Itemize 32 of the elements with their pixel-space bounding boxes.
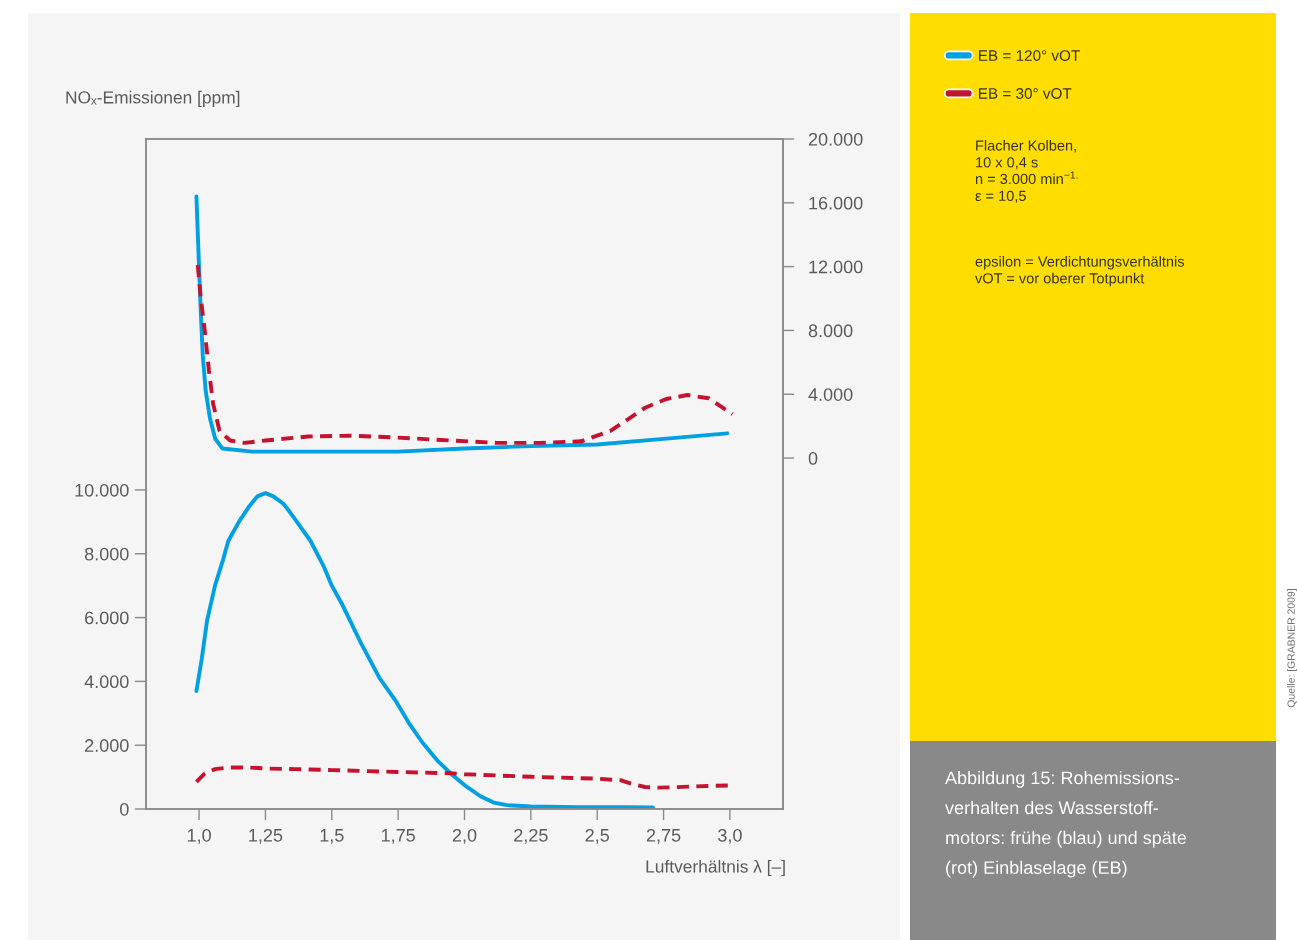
- x-tick-label: 1,25: [249, 828, 283, 844]
- y-tick-label: 0: [120, 802, 129, 816]
- line-series: [194, 194, 730, 454]
- x-tick-label: 2,75: [646, 828, 681, 844]
- y2-tick-label: 12.000: [809, 260, 863, 274]
- y2-tick-label: 20.000: [808, 132, 863, 146]
- x-tick-label: 3,0: [718, 828, 742, 844]
- text: Abbildung 15: Rohemissions- verhalten des Wasserstoff- motors: frühe (blau) und späte (rot) Einblaselage (EB): [945, 771, 1187, 878]
- x-axis-title: Luftverhältnis λ [–]: [646, 859, 785, 877]
- text: Flacher Kolben, 10 x 0,4 s n = 3.000 min$^{−1.}$ ε = 10,5: [975, 140, 1078, 203]
- x-tick-label: 1,0: [187, 828, 211, 844]
- x-tick-label: 2,0: [452, 828, 477, 844]
- y-tick-label: 4.000: [84, 675, 129, 689]
- y-tick-label: 10.000: [75, 483, 129, 497]
- x-tick-label: 1,5: [320, 829, 344, 844]
- legend-label: EB = 30° vOT: [979, 88, 1072, 99]
- x-tick-label: 2,5: [585, 828, 609, 844]
- line-series: [195, 263, 735, 445]
- text: epsilon = Verdichtungsverhältnis vOT = vor oberer Totpunkt: [975, 256, 1185, 287]
- y-tick-label: 2.000: [85, 739, 129, 752]
- x-tick-label: 2,25: [514, 828, 548, 844]
- x-tick-label: 1,75: [381, 829, 415, 844]
- y-tick-label: 6.000: [85, 611, 129, 625]
- y-tick-label: 8.000: [84, 547, 129, 561]
- y-axis-title: NOₓ-Emissionen [ppm]: [66, 90, 240, 107]
- y2-tick-label: 4.000: [808, 388, 853, 401]
- y2-tick-label: 0: [808, 451, 818, 465]
- y2-tick-label: 16.000: [809, 196, 863, 210]
- legend-label: EB = 120° vOT: [979, 50, 1080, 61]
- line-series: [194, 491, 655, 809]
- source-note: Quelle: [GRABNER 2009]: [1287, 589, 1297, 708]
- y2-tick-label: 8.000: [808, 324, 853, 338]
